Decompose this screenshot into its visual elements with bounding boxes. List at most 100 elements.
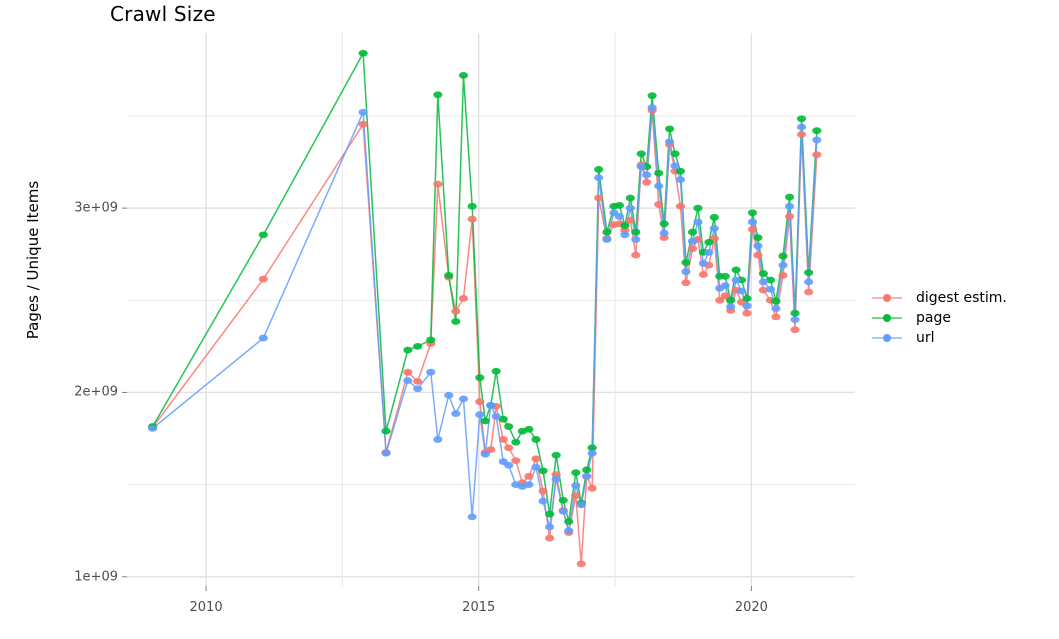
data-point bbox=[747, 225, 758, 233]
data-point bbox=[620, 231, 630, 239]
data-point bbox=[451, 318, 461, 325]
data-point bbox=[564, 527, 574, 535]
data-point bbox=[531, 436, 541, 443]
data-point bbox=[403, 368, 413, 376]
data-point bbox=[636, 163, 646, 171]
data-point bbox=[571, 492, 581, 500]
data-point bbox=[587, 449, 597, 457]
data-point bbox=[715, 296, 725, 304]
data-point bbox=[403, 346, 413, 354]
data-point bbox=[790, 316, 800, 324]
data-point bbox=[538, 467, 548, 475]
data-point bbox=[731, 266, 741, 274]
data-point bbox=[664, 125, 675, 133]
data-point bbox=[747, 218, 758, 226]
data-point bbox=[480, 450, 490, 458]
data-point bbox=[804, 269, 814, 277]
data-point bbox=[731, 276, 741, 284]
data-point bbox=[531, 463, 541, 471]
data-point bbox=[726, 303, 736, 311]
data-point bbox=[771, 313, 781, 321]
data-point bbox=[758, 286, 768, 294]
data-point bbox=[480, 417, 490, 425]
data-point bbox=[413, 385, 423, 393]
data-point bbox=[564, 518, 574, 525]
data-point bbox=[796, 115, 807, 123]
data-point bbox=[642, 171, 652, 179]
y-tick-label: 2e+09 bbox=[74, 384, 118, 400]
data-point bbox=[687, 228, 698, 236]
data-point bbox=[358, 49, 368, 57]
data-point bbox=[602, 236, 612, 243]
data-point bbox=[571, 482, 581, 489]
data-point bbox=[504, 461, 514, 469]
data-point bbox=[467, 202, 477, 210]
data-point bbox=[451, 307, 461, 315]
data-point bbox=[659, 220, 669, 228]
data-point bbox=[736, 287, 747, 295]
data-point bbox=[709, 213, 719, 221]
data-point bbox=[681, 268, 691, 276]
data-point bbox=[458, 295, 469, 302]
data-point bbox=[467, 215, 477, 223]
data-point bbox=[491, 367, 501, 375]
legend-label-url: url bbox=[916, 330, 935, 346]
data-point bbox=[654, 169, 664, 177]
data-point bbox=[475, 374, 485, 382]
data-point bbox=[545, 510, 555, 518]
data-point bbox=[636, 150, 646, 158]
data-point bbox=[753, 242, 763, 250]
data-point bbox=[545, 523, 555, 531]
data-point bbox=[765, 285, 776, 293]
data-point bbox=[582, 466, 592, 474]
data-point bbox=[458, 395, 469, 403]
data-point bbox=[784, 213, 795, 220]
data-point bbox=[753, 234, 763, 242]
data-point bbox=[531, 455, 541, 463]
data-point bbox=[602, 228, 612, 236]
data-point bbox=[403, 377, 413, 384]
data-point bbox=[681, 279, 691, 287]
data-point bbox=[475, 411, 485, 418]
data-point bbox=[551, 451, 561, 459]
data-point bbox=[625, 204, 635, 212]
data-point bbox=[594, 174, 604, 182]
data-point bbox=[258, 334, 268, 342]
data-point bbox=[720, 272, 730, 280]
data-point bbox=[631, 251, 641, 259]
data-point bbox=[742, 302, 752, 310]
data-point bbox=[486, 446, 496, 453]
legend-item-digest-estim[interactable]: digest estim. bbox=[872, 288, 1052, 308]
legend-item-page[interactable]: page bbox=[872, 308, 1052, 328]
y-tick-label: 3e+09 bbox=[74, 200, 118, 216]
data-point bbox=[771, 305, 781, 312]
legend-key-url-icon bbox=[872, 328, 902, 348]
data-point bbox=[538, 487, 548, 495]
data-point bbox=[784, 193, 795, 201]
data-point bbox=[654, 182, 664, 190]
data-point bbox=[771, 297, 781, 305]
data-point bbox=[765, 276, 776, 284]
data-point bbox=[742, 295, 752, 302]
data-point bbox=[681, 259, 691, 266]
data-point bbox=[693, 204, 703, 212]
data-point bbox=[625, 216, 635, 224]
data-point bbox=[796, 123, 807, 131]
data-point bbox=[758, 278, 768, 286]
data-point bbox=[433, 180, 443, 188]
data-point bbox=[778, 261, 788, 269]
data-point bbox=[654, 201, 664, 208]
data-point bbox=[698, 260, 709, 267]
data-point bbox=[587, 484, 597, 492]
legend-item-url[interactable]: url bbox=[872, 328, 1052, 348]
data-point bbox=[433, 436, 443, 443]
data-point bbox=[720, 282, 730, 289]
data-point bbox=[498, 436, 508, 443]
data-point bbox=[664, 138, 675, 146]
data-point bbox=[647, 104, 657, 112]
data-point bbox=[747, 209, 758, 217]
data-point bbox=[709, 224, 719, 232]
data-point bbox=[511, 438, 521, 446]
